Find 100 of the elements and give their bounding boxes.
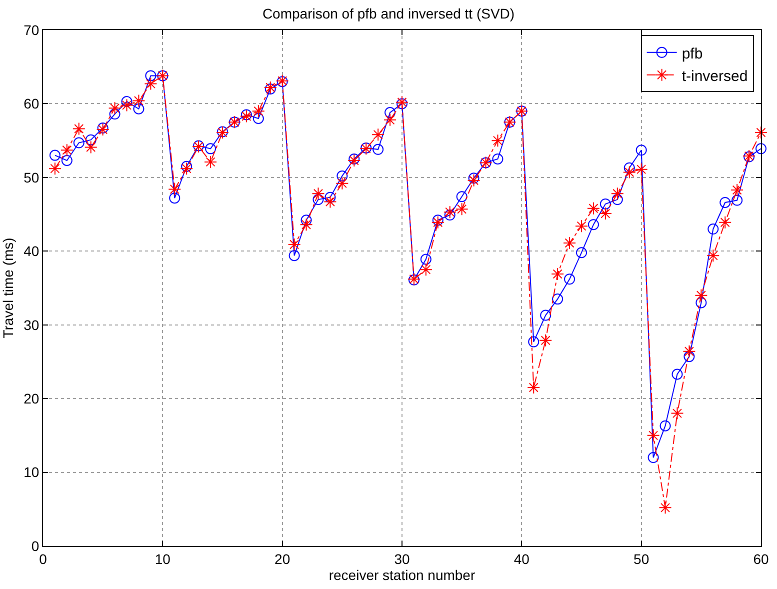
point	[84, 140, 98, 154]
point	[672, 368, 683, 380]
point	[180, 162, 194, 176]
point	[204, 155, 218, 168]
point	[622, 166, 636, 179]
point	[732, 194, 743, 206]
point	[431, 216, 444, 229]
point	[696, 297, 707, 308]
point	[288, 250, 300, 262]
point	[348, 154, 361, 167]
point	[527, 381, 540, 394]
point	[288, 238, 301, 252]
y-axis-title: Travel time (ms)	[0, 238, 16, 338]
point	[240, 109, 252, 120]
point	[48, 162, 62, 176]
point	[72, 122, 86, 136]
point	[612, 194, 623, 206]
point	[456, 191, 468, 202]
point	[468, 172, 480, 184]
point	[396, 96, 408, 109]
point	[420, 254, 432, 265]
point	[181, 160, 192, 172]
point	[575, 220, 588, 233]
point	[312, 194, 324, 206]
point	[108, 102, 122, 115]
point	[60, 144, 74, 157]
point	[540, 310, 552, 321]
y-tick-label: 30	[24, 316, 40, 333]
point	[432, 214, 444, 226]
y-tick-label: 50	[24, 169, 40, 186]
point	[61, 154, 72, 166]
point	[121, 96, 132, 107]
point	[588, 219, 599, 230]
x-tick-label: 10	[154, 550, 171, 567]
point	[120, 98, 134, 112]
point	[551, 267, 564, 280]
point	[684, 351, 695, 362]
point	[708, 224, 719, 235]
point	[396, 98, 408, 110]
point	[336, 176, 349, 190]
point	[636, 144, 647, 156]
point	[467, 174, 480, 187]
point	[600, 198, 611, 210]
point	[706, 249, 720, 262]
point	[455, 202, 468, 216]
point	[444, 210, 456, 221]
point	[756, 143, 766, 154]
point	[336, 170, 348, 182]
x-tick-label: 60	[753, 550, 769, 567]
y-tick-label: 40	[24, 243, 40, 260]
point	[312, 187, 325, 200]
x-tick-label: 30	[394, 550, 410, 567]
x-axis-title: receiver station number	[328, 567, 476, 584]
point	[324, 195, 337, 208]
point	[96, 123, 110, 136]
point	[564, 274, 576, 285]
point	[109, 108, 120, 120]
point	[492, 154, 504, 164]
point	[670, 406, 684, 420]
point	[610, 187, 624, 200]
point	[85, 134, 96, 146]
point	[205, 143, 216, 154]
point	[754, 126, 768, 139]
point	[634, 162, 648, 176]
chart-title: Comparison of pfb and inversed tt (SVD)	[262, 6, 515, 22]
point	[528, 336, 540, 348]
x-tick-label: 50	[634, 550, 650, 567]
point	[586, 202, 600, 215]
x-tick-label: 40	[514, 550, 530, 567]
point	[169, 192, 180, 204]
point	[646, 428, 660, 442]
point	[730, 183, 744, 196]
y-tick-label: 70	[24, 22, 40, 38]
point	[491, 134, 504, 148]
point	[144, 77, 158, 90]
point	[324, 192, 336, 203]
point	[300, 214, 312, 226]
point	[384, 107, 396, 118]
legend-label: pfb	[682, 45, 703, 62]
point	[372, 144, 384, 155]
point	[73, 137, 84, 148]
point	[660, 420, 671, 432]
point	[49, 150, 60, 161]
point	[384, 113, 397, 126]
point	[240, 110, 253, 123]
y-tick-label: 10	[24, 464, 40, 480]
point	[720, 196, 731, 208]
x-tick-label: 20	[274, 550, 290, 567]
point	[133, 103, 144, 114]
point	[168, 182, 182, 196]
point	[598, 207, 612, 220]
point	[252, 104, 265, 118]
point	[718, 216, 732, 229]
point	[145, 70, 156, 82]
point	[300, 218, 313, 232]
y-tick-label: 0	[31, 538, 40, 554]
legend-label: t-inversed	[682, 68, 748, 85]
point	[658, 501, 672, 514]
point	[694, 288, 708, 302]
point	[252, 112, 264, 124]
